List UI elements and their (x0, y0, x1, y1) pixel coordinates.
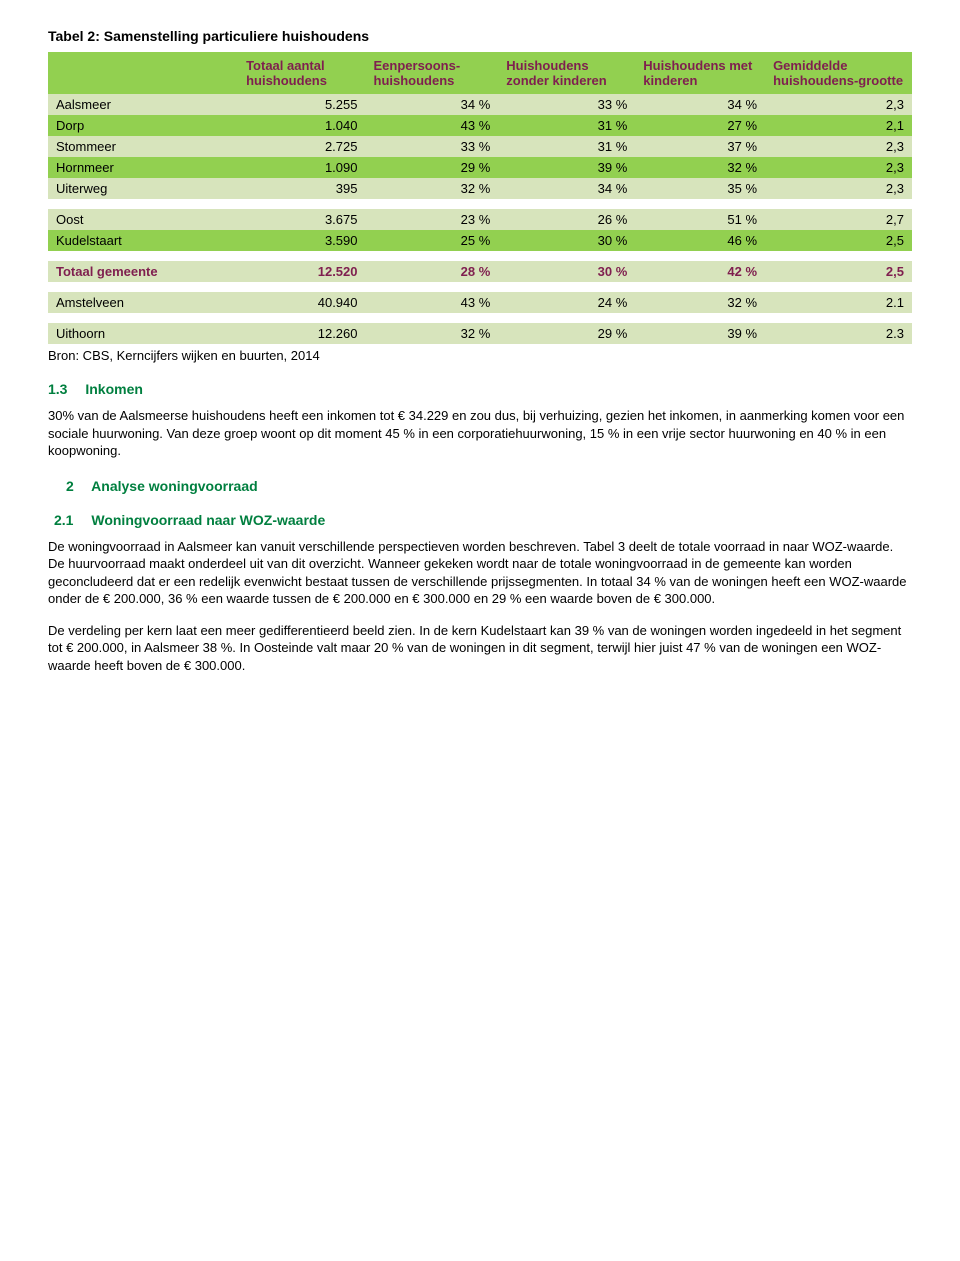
cell-value: 30 % (498, 261, 635, 282)
cell-value: 2.725 (238, 136, 365, 157)
section-2-1-paragraph-2: De verdeling per kern laat een meer gedi… (48, 622, 912, 675)
column-header: Gemiddelde huishoudens-grootte (765, 52, 912, 94)
column-header (48, 52, 238, 94)
row-label: Kudelstaart (48, 230, 238, 251)
table-row: Kudelstaart3.59025 %30 %46 %2,5 (48, 230, 912, 251)
cell-value: 33 % (498, 94, 635, 115)
cell-value: 32 % (366, 178, 499, 199)
row-label: Amstelveen (48, 292, 238, 313)
cell-value: 2,3 (765, 94, 912, 115)
cell-value: 30 % (498, 230, 635, 251)
cell-value: 35 % (635, 178, 765, 199)
cell-value: 2,7 (765, 209, 912, 230)
cell-value: 46 % (635, 230, 765, 251)
table-row: Uithoorn12.26032 %29 %39 %2.3 (48, 323, 912, 344)
cell-value: 2,3 (765, 178, 912, 199)
cell-value: 27 % (635, 115, 765, 136)
cell-value: 43 % (366, 292, 499, 313)
cell-value: 2,5 (765, 261, 912, 282)
cell-value: 1.040 (238, 115, 365, 136)
cell-value: 1.090 (238, 157, 365, 178)
column-header: Huishoudens zonder kinderen (498, 52, 635, 94)
cell-value: 2,3 (765, 157, 912, 178)
cell-value: 32 % (366, 323, 499, 344)
cell-value: 3.675 (238, 209, 365, 230)
row-label: Aalsmeer (48, 94, 238, 115)
table-row: Hornmeer1.09029 %39 %32 %2,3 (48, 157, 912, 178)
cell-value: 24 % (498, 292, 635, 313)
section-number: 2 (66, 478, 74, 494)
column-header: Huishoudens met kinderen (635, 52, 765, 94)
cell-value: 32 % (635, 292, 765, 313)
cell-value: 2.3 (765, 323, 912, 344)
cell-value: 39 % (498, 157, 635, 178)
cell-value: 40.940 (238, 292, 365, 313)
cell-value: 42 % (635, 261, 765, 282)
table-row: Amstelveen40.94043 %24 %32 %2.1 (48, 292, 912, 313)
section-1-3-heading: 1.3 Inkomen (48, 381, 912, 397)
row-label: Stommeer (48, 136, 238, 157)
section-number: 2.1 (54, 512, 73, 528)
cell-value: 2,1 (765, 115, 912, 136)
cell-value: 34 % (366, 94, 499, 115)
cell-value: 34 % (635, 94, 765, 115)
cell-value: 26 % (498, 209, 635, 230)
cell-value: 29 % (498, 323, 635, 344)
section-2-heading: 2 Analyse woningvoorraad (66, 478, 912, 494)
cell-value: 37 % (635, 136, 765, 157)
column-header: Totaal aantal huishoudens (238, 52, 365, 94)
row-label: Oost (48, 209, 238, 230)
cell-value: 2.1 (765, 292, 912, 313)
cell-value: 2,5 (765, 230, 912, 251)
row-label: Totaal gemeente (48, 261, 238, 282)
table-caption: Tabel 2: Samenstelling particuliere huis… (48, 28, 912, 44)
cell-value: 33 % (366, 136, 499, 157)
cell-value: 32 % (635, 157, 765, 178)
cell-value: 31 % (498, 115, 635, 136)
table-row: Dorp1.04043 %31 %27 %2,1 (48, 115, 912, 136)
table-source: Bron: CBS, Kerncijfers wijken en buurten… (48, 348, 912, 363)
cell-value: 29 % (366, 157, 499, 178)
table-row: Uiterweg39532 %34 %35 %2,3 (48, 178, 912, 199)
table-row: Stommeer2.72533 %31 %37 %2,3 (48, 136, 912, 157)
column-header: Eenpersoons-huishoudens (366, 52, 499, 94)
cell-value: 51 % (635, 209, 765, 230)
section-2-1-heading: 2.1 Woningvoorraad naar WOZ-waarde (54, 512, 912, 528)
section-number: 1.3 (48, 381, 67, 397)
cell-value: 3.590 (238, 230, 365, 251)
section-title: Woningvoorraad naar WOZ-waarde (91, 512, 325, 528)
row-label: Hornmeer (48, 157, 238, 178)
section-title: Inkomen (85, 381, 143, 397)
section-title: Analyse woningvoorraad (91, 478, 257, 494)
table-row: Aalsmeer5.25534 %33 %34 %2,3 (48, 94, 912, 115)
cell-value: 12.520 (238, 261, 365, 282)
cell-value: 34 % (498, 178, 635, 199)
row-label: Dorp (48, 115, 238, 136)
cell-value: 28 % (366, 261, 499, 282)
cell-value: 43 % (366, 115, 499, 136)
cell-value: 395 (238, 178, 365, 199)
table-row: Totaal gemeente12.52028 %30 %42 %2,5 (48, 261, 912, 282)
cell-value: 23 % (366, 209, 499, 230)
cell-value: 31 % (498, 136, 635, 157)
cell-value: 2,3 (765, 136, 912, 157)
header-row: Totaal aantal huishoudensEenpersoons-hui… (48, 52, 912, 94)
households-table: Totaal aantal huishoudensEenpersoons-hui… (48, 52, 912, 344)
cell-value: 12.260 (238, 323, 365, 344)
cell-value: 5.255 (238, 94, 365, 115)
row-label: Uithoorn (48, 323, 238, 344)
cell-value: 39 % (635, 323, 765, 344)
cell-value: 25 % (366, 230, 499, 251)
table-row: Oost3.67523 %26 %51 %2,7 (48, 209, 912, 230)
row-label: Uiterweg (48, 178, 238, 199)
section-2-1-paragraph-1: De woningvoorraad in Aalsmeer kan vanuit… (48, 538, 912, 608)
section-1-3-paragraph: 30% van de Aalsmeerse huishoudens heeft … (48, 407, 912, 460)
